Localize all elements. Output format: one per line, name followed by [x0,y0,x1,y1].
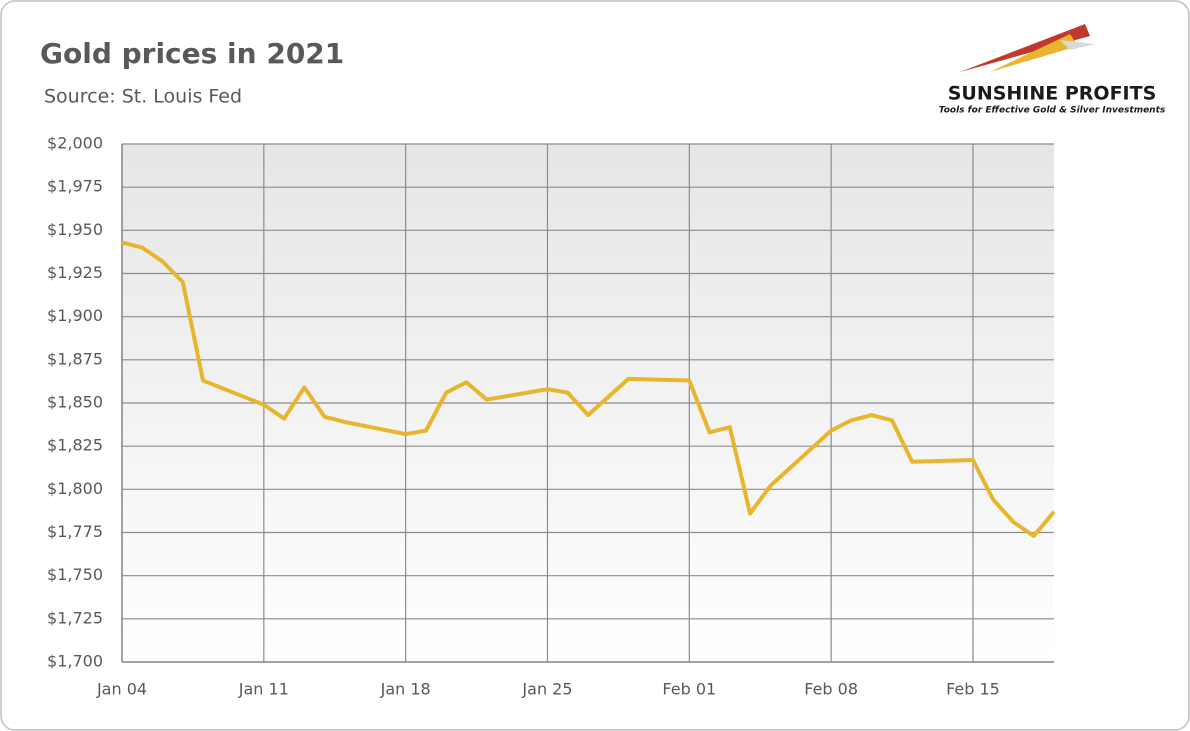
chart-title: Gold prices in 2021 [40,37,344,70]
y-tick-label: $1,725 [47,608,103,627]
logo: SUNSHINE PROFITS Tools for Effective Gol… [939,24,1166,116]
x-tick-label: Feb 15 [946,680,1000,699]
y-tick-label: $1,850 [47,393,103,412]
y-tick-label: $1,925 [47,263,103,282]
price-line [121,240,1056,538]
y-tick-label: $1,975 [47,177,103,196]
x-tick-label: Feb 08 [804,680,858,699]
y-tick-label: $1,800 [47,479,103,498]
chart-subtitle: Source: St. Louis Fed [44,86,242,108]
y-tick-label: $1,825 [47,436,103,455]
x-tick-label: Jan 18 [380,680,431,699]
x-tick-label: Jan 11 [238,680,289,699]
x-tick-label: Jan 04 [96,680,147,699]
logo-brand: SUNSHINE PROFITS [948,83,1157,105]
y-tick-label: $1,900 [47,306,103,325]
x-tick-label: Jan 25 [521,680,572,699]
y-tick-label: $1,750 [47,565,103,584]
y-tick-label: $1,875 [47,349,103,368]
y-tick-label: $1,950 [47,220,103,239]
y-tick-label: $1,775 [47,522,103,541]
x-tick-label: Feb 01 [662,680,716,699]
logo-tagline: Tools for Effective Gold & Silver Invest… [939,106,1166,116]
y-tick-label: $2,000 [47,134,103,153]
y-tick-label: $1,700 [47,652,103,671]
